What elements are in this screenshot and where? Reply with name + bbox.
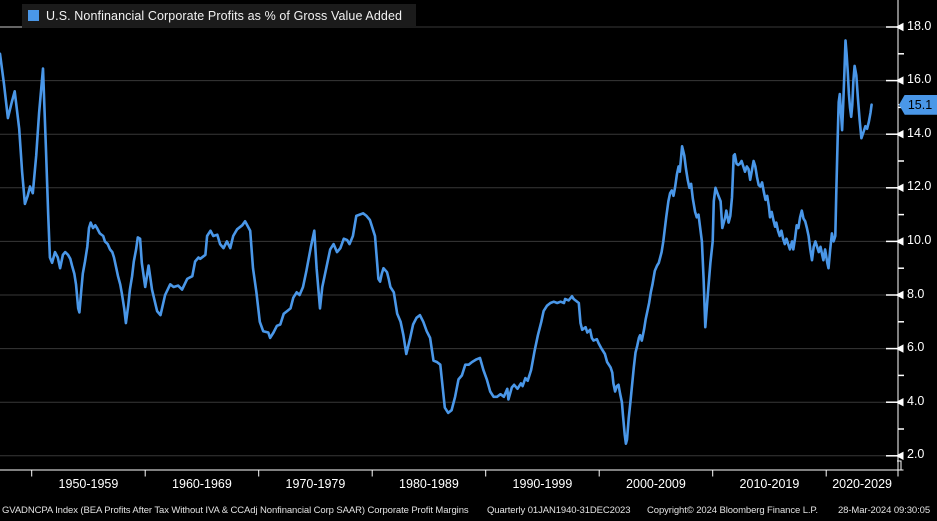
y-axis-arrow-tick [895, 183, 904, 192]
x-axis-label: 1990-1999 [512, 477, 573, 491]
y-axis-arrow-tick [895, 451, 904, 460]
y-axis-label: 8.0 [907, 286, 925, 301]
y-axis-label: 10.0 [907, 232, 932, 247]
y-axis-label: 14.0 [907, 125, 932, 140]
timestamp: 28-Mar-2024 09:30:05 [838, 505, 931, 516]
y-axis-arrow-tick [895, 290, 904, 300]
copyright-notice: Copyright© 2024 Bloomberg Finance L.P. [647, 505, 818, 516]
y-axis-label: 18.0 [907, 18, 932, 33]
y-axis-label: 4.0 [907, 393, 925, 408]
x-axis-label: 1980-1989 [399, 477, 459, 491]
x-axis-label: 1960-1969 [172, 477, 232, 491]
y-axis-arrow-tick [895, 76, 904, 85]
x-axis-label: 2010-2019 [739, 477, 800, 491]
axis-corner-hook [897, 460, 902, 470]
y-axis-arrow-tick [895, 237, 904, 246]
status-bar: GVADNCPA Index (BEA Profits After Tax Wi… [0, 502, 937, 521]
y-axis-label: 12.0 [907, 179, 932, 194]
y-axis-label: 2.0 [907, 447, 925, 462]
series-line[interactable] [0, 39, 873, 445]
y-axis-arrow-tick [895, 130, 904, 139]
x-axis-label: 1970-1979 [285, 477, 346, 491]
y-axis-label: 16.0 [907, 72, 932, 87]
y-axis-label: 6.0 [907, 340, 925, 355]
period-range: Quarterly 01JAN1940-31DEC2023 [487, 505, 631, 516]
last-value-badge: 15.1 [899, 94, 937, 115]
legend-item[interactable]: U.S. Nonfinancial Corporate Profits as %… [22, 4, 417, 27]
x-axis-label: 2020-2029 [832, 477, 892, 491]
y-axis-arrow-tick [895, 22, 904, 32]
x-axis-label: 1950-1959 [58, 477, 119, 491]
y-axis-arrow-tick [895, 398, 904, 407]
series-swatch-icon [28, 10, 39, 21]
y-axis-arrow-tick [895, 344, 904, 353]
security-description: GVADNCPA Index (BEA Profits After Tax Wi… [2, 505, 469, 516]
x-axis-label: 2000-2009 [626, 477, 686, 491]
series-legend-label: U.S. Nonfinancial Corporate Profits as %… [46, 8, 403, 23]
